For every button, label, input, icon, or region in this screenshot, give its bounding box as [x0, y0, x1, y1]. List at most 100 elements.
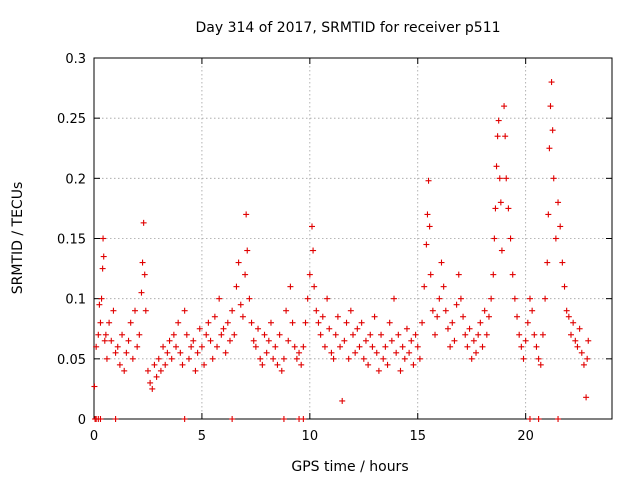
data-point — [310, 247, 317, 254]
data-point — [196, 325, 203, 332]
data-point — [354, 325, 361, 332]
y-tick-label: 0.1 — [65, 293, 86, 308]
data-point — [263, 349, 270, 356]
data-point — [488, 295, 495, 302]
data-point — [98, 295, 105, 302]
data-point — [412, 331, 419, 338]
data-point — [574, 343, 581, 350]
data-point — [173, 343, 180, 350]
data-point — [129, 355, 136, 362]
data-point — [211, 313, 218, 320]
data-point — [410, 361, 417, 368]
data-point — [388, 337, 395, 344]
data-point — [229, 307, 236, 314]
data-point — [451, 337, 458, 344]
data-point — [419, 319, 426, 326]
data-point — [399, 343, 406, 350]
data-point — [464, 343, 471, 350]
data-point — [237, 301, 244, 308]
data-point — [304, 295, 311, 302]
data-point — [339, 397, 346, 404]
data-point — [265, 337, 272, 344]
x-tick-label: 0 — [90, 429, 98, 444]
data-point — [393, 349, 400, 356]
data-point — [157, 367, 164, 374]
data-point — [529, 307, 536, 314]
data-point — [332, 331, 339, 338]
data-point — [101, 337, 108, 344]
y-tick-label: 0 — [78, 413, 86, 428]
data-point — [520, 355, 527, 362]
data-point — [380, 355, 387, 362]
data-point — [160, 343, 167, 350]
data-point — [584, 355, 591, 362]
data-point — [229, 416, 236, 422]
data-point — [192, 367, 199, 374]
data-point — [447, 343, 454, 350]
data-point — [242, 271, 249, 278]
data-point — [255, 325, 262, 332]
data-point — [341, 337, 348, 344]
data-point — [97, 319, 104, 326]
data-point — [91, 383, 98, 390]
data-point — [231, 331, 238, 338]
data-point — [547, 103, 554, 110]
data-point — [321, 343, 328, 350]
data-point — [106, 319, 113, 326]
data-point — [235, 259, 242, 266]
data-point — [358, 319, 365, 326]
data-point — [203, 331, 210, 338]
data-point — [369, 343, 376, 350]
data-point — [421, 283, 428, 290]
data-point — [535, 355, 542, 362]
data-point — [526, 416, 533, 422]
data-point — [181, 416, 188, 422]
data-point — [444, 325, 451, 332]
data-point — [362, 337, 369, 344]
data-point — [496, 175, 503, 182]
data-point — [139, 259, 146, 266]
data-point — [475, 331, 482, 338]
data-point — [270, 355, 277, 362]
data-point — [416, 355, 423, 362]
data-point — [112, 349, 119, 356]
data-point — [395, 331, 402, 338]
data-point — [544, 259, 551, 266]
data-point — [300, 416, 307, 422]
data-point — [583, 394, 590, 401]
data-point — [555, 199, 562, 206]
data-point — [166, 337, 173, 344]
data-point — [183, 331, 190, 338]
data-point — [190, 337, 197, 344]
data-point — [302, 319, 309, 326]
data-point — [503, 175, 510, 182]
data-point — [507, 235, 514, 242]
data-point — [224, 319, 231, 326]
data-point — [345, 355, 352, 362]
data-point — [347, 307, 354, 314]
data-point — [352, 349, 359, 356]
data-point — [546, 145, 553, 152]
data-point — [252, 343, 259, 350]
data-point — [103, 355, 110, 362]
data-point — [110, 307, 117, 314]
data-point — [498, 247, 505, 254]
data-point — [343, 319, 350, 326]
data-point — [438, 259, 445, 266]
data-point — [293, 355, 300, 362]
data-point — [457, 295, 464, 302]
data-point — [382, 343, 389, 350]
data-point — [375, 367, 382, 374]
y-tick-label: 0.15 — [57, 233, 86, 248]
data-point — [542, 295, 549, 302]
data-point — [561, 283, 568, 290]
data-point — [248, 319, 255, 326]
data-point — [511, 295, 518, 302]
data-point — [350, 331, 356, 338]
data-point — [473, 349, 480, 356]
x-tick-label: 20 — [517, 429, 534, 444]
data-point — [285, 337, 292, 344]
data-point — [272, 343, 279, 350]
data-point — [259, 361, 266, 368]
data-point — [93, 343, 100, 350]
